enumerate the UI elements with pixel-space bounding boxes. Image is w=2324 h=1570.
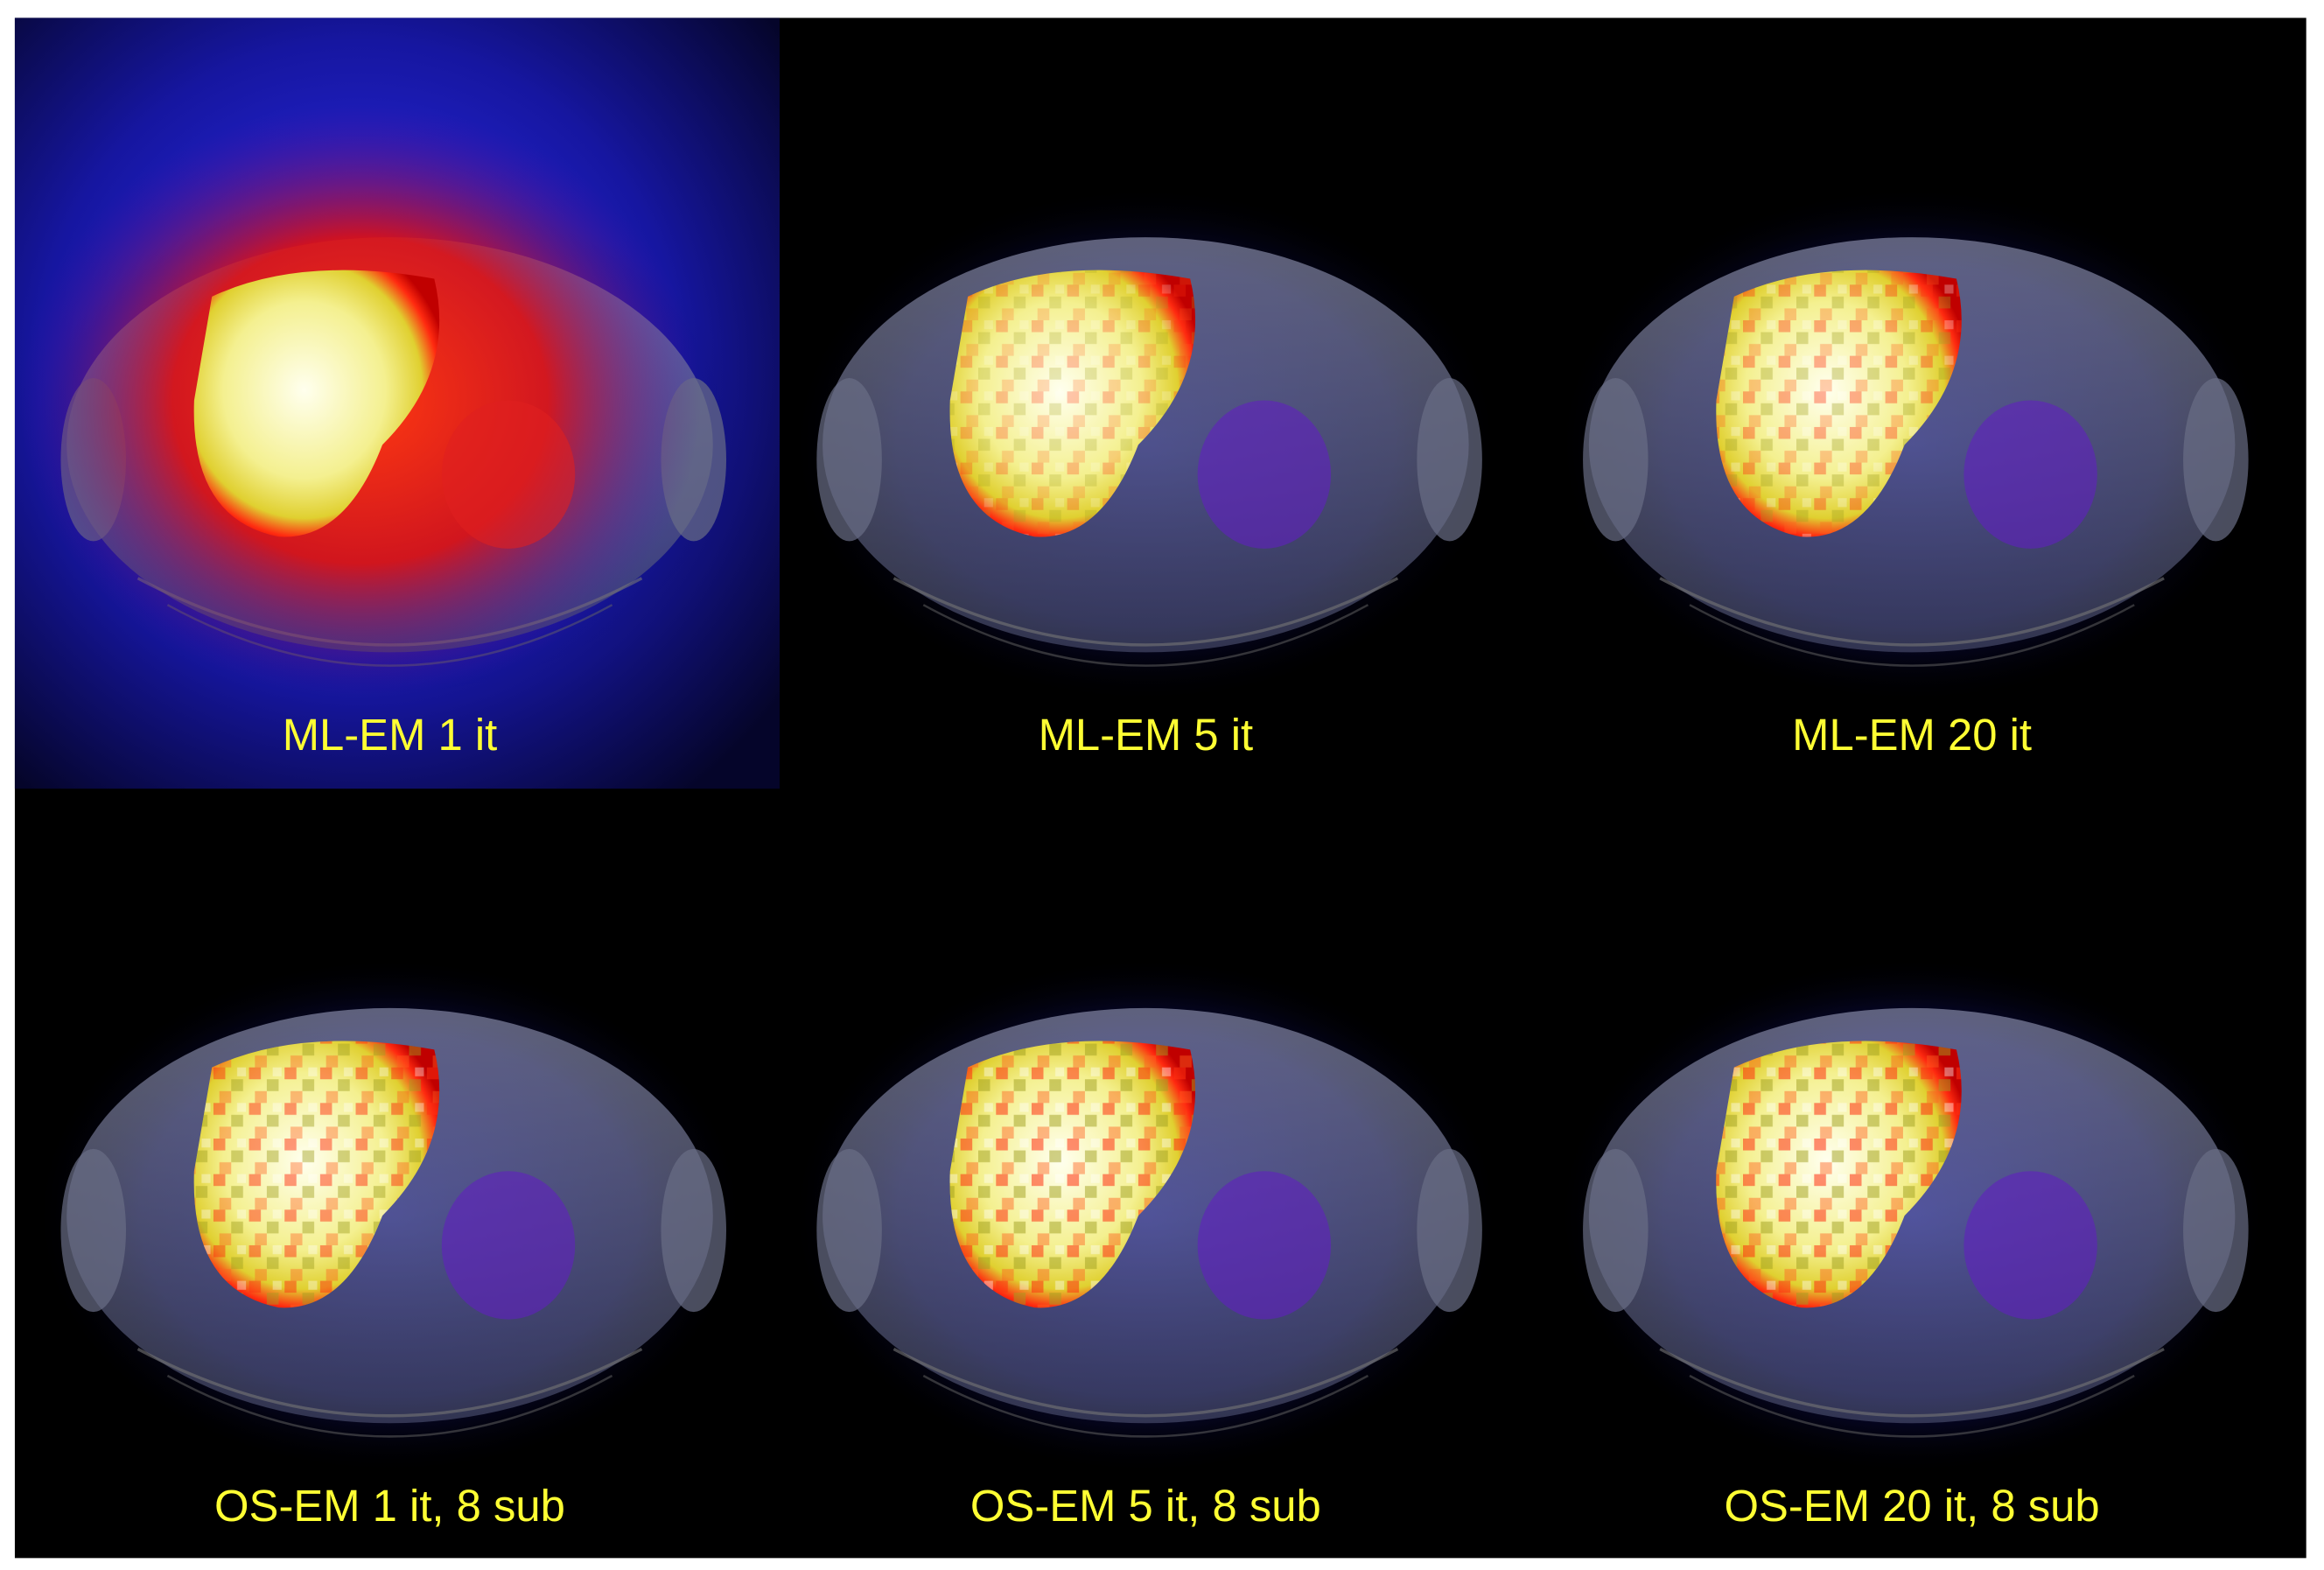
noise-texture bbox=[193, 1041, 440, 1308]
panel: OS-EM 5 it, 8 sub bbox=[789, 956, 1502, 1531]
noise-texture bbox=[1716, 1041, 1962, 1308]
table bbox=[1689, 604, 2135, 667]
noise-texture bbox=[949, 1041, 1196, 1308]
panel-label: ML-EM 20 it bbox=[1792, 710, 2032, 760]
right-arm bbox=[1417, 1148, 1482, 1313]
panel-label: OS-EM 1 it, 8 sub bbox=[214, 1481, 565, 1531]
panel-label: ML-EM 1 it bbox=[283, 710, 498, 760]
liver-uptake bbox=[193, 270, 440, 537]
left-arm bbox=[1583, 378, 1648, 542]
panel-label: OS-EM 20 it, 8 sub bbox=[1725, 1481, 2100, 1531]
panel: OS-EM 1 it, 8 sub bbox=[33, 956, 746, 1531]
right-arm bbox=[2183, 1148, 2249, 1313]
left-arm bbox=[816, 378, 882, 542]
panel-label: ML-EM 5 it bbox=[1039, 710, 1254, 760]
spleen bbox=[1964, 1171, 2097, 1320]
table bbox=[892, 577, 1399, 647]
table bbox=[1659, 577, 2165, 647]
table bbox=[1659, 1348, 2165, 1418]
panel: OS-EM 20 it, 8 sub bbox=[1556, 956, 2268, 1531]
spleen bbox=[441, 400, 576, 549]
table bbox=[892, 1348, 1399, 1418]
panel-label: OS-EM 5 it, 8 sub bbox=[970, 1481, 1321, 1531]
panel: ML-EM 1 it bbox=[14, 18, 780, 789]
right-arm bbox=[1417, 378, 1482, 542]
noise-texture bbox=[949, 270, 1196, 537]
spleen bbox=[441, 1171, 576, 1320]
table bbox=[922, 1374, 1369, 1438]
right-arm bbox=[661, 1148, 726, 1313]
spleen bbox=[1197, 1171, 1332, 1320]
spleen bbox=[1964, 400, 2097, 549]
panel: ML-EM 20 it bbox=[1556, 185, 2268, 760]
table bbox=[136, 1348, 643, 1418]
noise-texture bbox=[1716, 270, 1962, 537]
left-arm bbox=[60, 1148, 126, 1313]
left-arm bbox=[816, 1148, 882, 1313]
table bbox=[1689, 1374, 2135, 1438]
spleen bbox=[1197, 400, 1332, 549]
table bbox=[166, 1374, 613, 1438]
table bbox=[922, 604, 1369, 667]
left-arm bbox=[1583, 1148, 1648, 1313]
panel: ML-EM 5 it bbox=[789, 185, 1502, 760]
right-arm bbox=[2183, 378, 2249, 542]
